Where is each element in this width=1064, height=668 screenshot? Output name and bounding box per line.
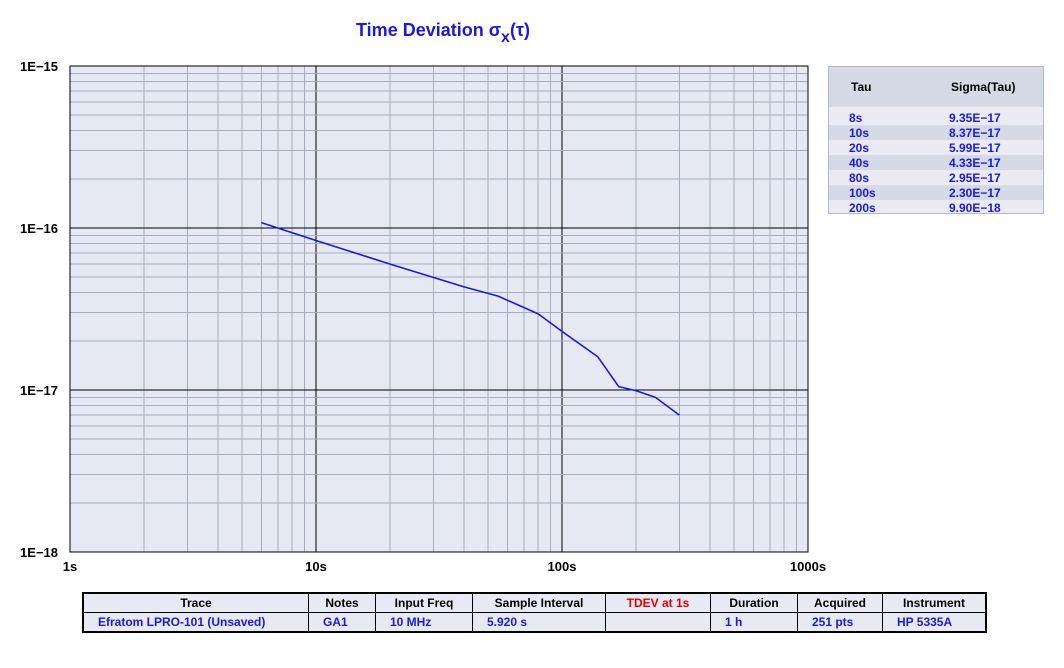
tau-table-header: Tau Sigma(Tau) xyxy=(829,67,1043,107)
y-tick-label: 1E−18 xyxy=(20,545,58,560)
trace-header[interactable]: Trace xyxy=(82,592,309,613)
acquired-value[interactable]: 251 pts xyxy=(797,612,883,633)
info-table-value-row[interactable]: Efratom LPRO-101 (Unsaved) GA1 10 MHz 5.… xyxy=(82,612,987,633)
input-freq-header[interactable]: Input Freq xyxy=(375,592,473,613)
chart-title-main: Time Deviation σ xyxy=(356,20,501,40)
tau-table-row[interactable]: 10s 8.37E−17 xyxy=(829,125,1043,140)
plot-frame xyxy=(69,65,809,553)
sigma-value: 8.37E−17 xyxy=(949,126,1001,140)
axis-labels: 1E−15 1E−16 1E−17 1E−18 1s 10s 100s 1000… xyxy=(20,59,826,574)
sigma-value: 9.90E−18 xyxy=(949,201,1001,215)
tau-value: 20s xyxy=(849,141,870,155)
tdev-at-1s-header[interactable]: TDEV at 1s xyxy=(605,592,711,613)
tau-column-header: Tau xyxy=(851,80,872,94)
chart-title-subscript: x xyxy=(501,29,510,46)
sigma-value: 9.35E−17 xyxy=(949,111,1001,125)
tau-value: 200s xyxy=(849,201,876,215)
sample-interval-value[interactable]: 5.920 s xyxy=(472,612,606,633)
data-series xyxy=(261,221,680,416)
x-tick-label: 100s xyxy=(548,559,577,574)
y-tick-label: 1E−17 xyxy=(20,383,58,398)
notes-header[interactable]: Notes xyxy=(308,592,376,613)
instrument-header[interactable]: Instrument xyxy=(882,592,987,613)
sigma-value: 5.99E−17 xyxy=(949,141,1001,155)
tau-table-row[interactable]: 80s 2.95E−17 xyxy=(829,170,1043,185)
chart-title: Time Deviation σx(τ) xyxy=(356,20,530,46)
sample-interval-header[interactable]: Sample Interval xyxy=(472,592,606,613)
y-tick-label: 1E−15 xyxy=(20,59,58,74)
tau-value: 100s xyxy=(849,186,876,200)
x-tick-label: 1000s xyxy=(790,559,826,574)
x-tick-label: 1s xyxy=(63,559,77,574)
tau-value: 8s xyxy=(849,111,863,125)
input-freq-value[interactable]: 10 MHz xyxy=(375,612,473,633)
tau-table-row[interactable]: 8s 9.35E−17 xyxy=(829,110,1043,125)
tau-table-row[interactable]: 20s 5.99E−17 xyxy=(829,140,1043,155)
tau-table-row[interactable]: 40s 4.33E−17 xyxy=(829,155,1043,170)
sigma-value: 2.95E−17 xyxy=(949,171,1001,185)
instrument-value[interactable]: HP 5335A xyxy=(882,612,987,633)
tau-value: 40s xyxy=(849,156,870,170)
info-table-header-row: Trace Notes Input Freq Sample Interval T… xyxy=(82,592,987,613)
grid xyxy=(69,66,808,552)
tau-sigma-table: Tau Sigma(Tau) 8s 9.35E−17 10s 8.37E−17 … xyxy=(828,66,1044,215)
sigma-value: 2.30E−17 xyxy=(949,186,1001,200)
plot-area xyxy=(70,66,808,552)
tau-table-row[interactable]: 200s 9.90E−18 xyxy=(829,200,1043,215)
acquired-header[interactable]: Acquired xyxy=(797,592,883,613)
x-tick-label: 10s xyxy=(305,559,327,574)
chart-title-suffix: (τ) xyxy=(510,20,530,40)
notes-value[interactable]: GA1 xyxy=(308,612,376,633)
sigma-value: 4.33E−17 xyxy=(949,156,1001,170)
tau-value: 80s xyxy=(849,171,870,185)
trace-info-table: Trace Notes Input Freq Sample Interval T… xyxy=(82,592,987,633)
tau-table-row[interactable]: 100s 2.30E−17 xyxy=(829,185,1043,200)
y-tick-label: 1E−16 xyxy=(20,221,58,236)
tau-value: 10s xyxy=(849,126,870,140)
duration-value[interactable]: 1 h xyxy=(710,612,798,633)
trace-value[interactable]: Efratom LPRO-101 (Unsaved) xyxy=(82,612,309,633)
sigma-column-header: Sigma(Tau) xyxy=(951,80,1016,94)
tdev-at-1s-value[interactable] xyxy=(605,612,711,633)
duration-header[interactable]: Duration xyxy=(710,592,798,613)
tdev-series-line xyxy=(261,221,680,416)
